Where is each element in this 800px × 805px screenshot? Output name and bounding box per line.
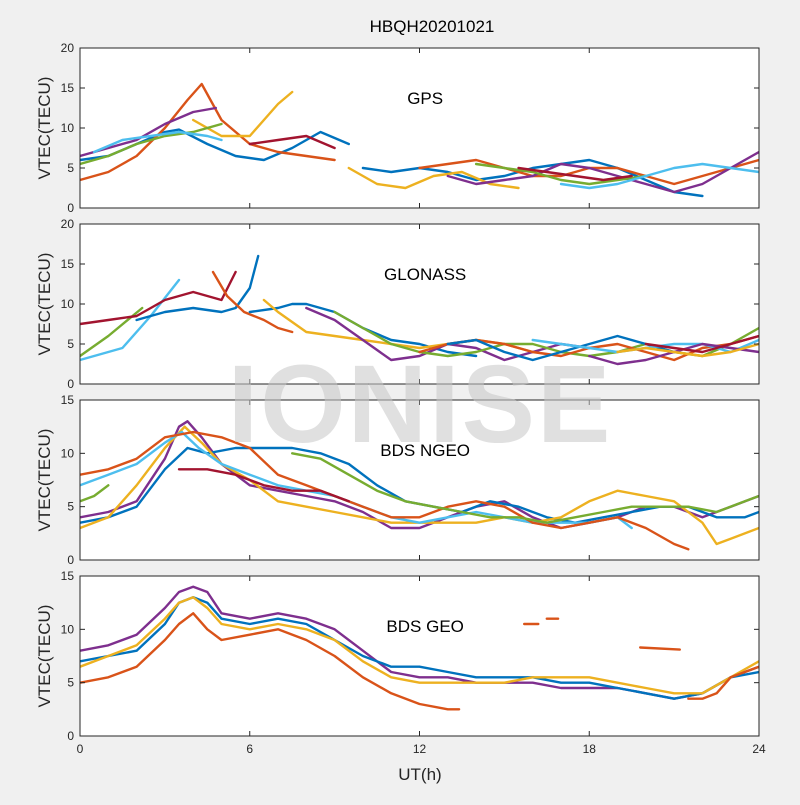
series-line-3 xyxy=(80,612,461,711)
y-tick-label: 0 xyxy=(67,729,74,743)
y-tick-label: 0 xyxy=(67,377,74,391)
series-line-12 xyxy=(559,162,759,190)
series-line-5 xyxy=(80,430,690,551)
y-tick-label: 10 xyxy=(61,446,75,460)
series-line-4 xyxy=(80,122,223,166)
panel-label: BDS NGEO xyxy=(380,441,470,460)
series-line-2 xyxy=(191,90,294,138)
series-line-6 xyxy=(248,134,336,150)
y-axis-label: VTEC(TECU) xyxy=(35,77,54,180)
panel-label: BDS GEO xyxy=(386,617,463,636)
figure-title: HBQH20201021 xyxy=(370,17,495,36)
panel-label: GLONASS xyxy=(384,265,466,284)
x-tick-label: 24 xyxy=(752,742,766,756)
series-line-7 xyxy=(687,665,759,700)
y-tick-label: 5 xyxy=(67,676,74,690)
y-tick-label: 15 xyxy=(61,393,75,407)
y-axis-label: VTEC(TECU) xyxy=(35,605,54,708)
series-line-5 xyxy=(92,130,223,154)
x-tick-label: 12 xyxy=(413,742,427,756)
panel-3: 0 5 10 15 0 6 12 18 24 VTEC(TECU) BDS GEO xyxy=(35,569,766,756)
plot-area xyxy=(80,224,759,384)
y-tick-label: 20 xyxy=(61,217,75,231)
y-tick-label: 20 xyxy=(61,41,75,55)
series-line-2 xyxy=(80,596,759,695)
series-line-4 xyxy=(211,270,294,334)
panel-label: GPS xyxy=(407,89,443,108)
series-group xyxy=(80,82,759,198)
panel-0: 0 5 10 15 20 VTEC(TECU) GPS xyxy=(35,41,760,215)
series-line-10 xyxy=(446,334,676,362)
y-tick-label: 0 xyxy=(67,553,74,567)
plot-area xyxy=(80,576,759,736)
series-line-4 xyxy=(80,484,110,503)
series-group xyxy=(80,254,759,366)
series-line-13 xyxy=(517,166,633,182)
y-tick-label: 10 xyxy=(61,297,75,311)
y-axis-label: VTEC(TECU) xyxy=(35,429,54,532)
y-tick-label: 5 xyxy=(67,337,74,351)
y-tick-label: 10 xyxy=(61,121,75,135)
y-tick-label: 15 xyxy=(61,569,75,583)
x-axis-label: UT(h) xyxy=(398,765,441,784)
series-line-1 xyxy=(80,82,336,182)
y-tick-label: 15 xyxy=(61,257,75,271)
series-line-10 xyxy=(446,150,759,194)
panel-1: 0 5 10 15 20 VTEC(TECU) GLONASS xyxy=(35,217,760,391)
panels: 0 5 10 15 20 VTEC(TECU) GPS 0 5 10 15 20 VTEC(TECU) G… xyxy=(35,41,766,756)
x-tick-label: 6 xyxy=(246,742,253,756)
series-line-11 xyxy=(474,162,647,186)
series-line-13 xyxy=(616,342,759,358)
series-group xyxy=(80,420,759,551)
x-tick-label: 18 xyxy=(583,742,597,756)
y-tick-label: 5 xyxy=(67,161,74,175)
series-line-7 xyxy=(177,468,350,503)
y-axis-label: VTEC(TECU) xyxy=(35,253,54,356)
series-line-9 xyxy=(347,166,520,190)
y-tick-label: 5 xyxy=(67,500,74,514)
y-tick-label: 15 xyxy=(61,81,75,95)
watermark-text: IONISE xyxy=(228,343,613,466)
series-line-3 xyxy=(80,270,237,326)
y-tick-label: 10 xyxy=(61,622,75,636)
series-group xyxy=(80,585,759,711)
series-line-6 xyxy=(291,452,759,524)
panel-2: 0 5 10 15 VTEC(TECU) BDS NGEO xyxy=(35,393,760,567)
series-line-2 xyxy=(135,254,260,322)
x-tick-label: 0 xyxy=(77,742,84,756)
y-tick-label: 0 xyxy=(67,201,74,215)
series-line-2 xyxy=(80,425,759,546)
series-line-14 xyxy=(644,334,759,354)
series-line-6 xyxy=(639,646,681,651)
series-line-3 xyxy=(80,106,218,158)
